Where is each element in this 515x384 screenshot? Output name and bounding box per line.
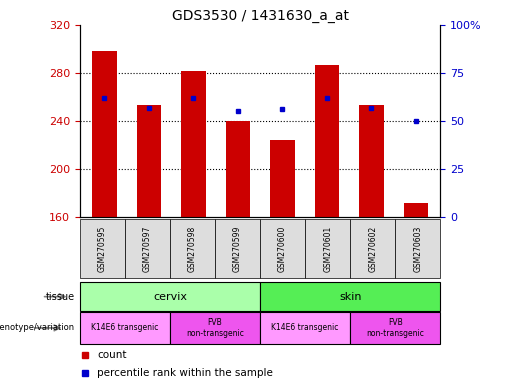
Bar	[226, 121, 250, 217]
Bar	[181, 71, 205, 217]
Bar	[80, 282, 260, 311]
Bar	[80, 219, 125, 278]
Text: GSM270599: GSM270599	[233, 225, 242, 272]
Bar	[92, 51, 116, 217]
Text: GSM270601: GSM270601	[323, 225, 332, 272]
Bar	[270, 140, 295, 217]
Text: K14E6 transgenic: K14E6 transgenic	[271, 323, 339, 333]
Text: FVB
non-transgenic: FVB non-transgenic	[366, 318, 424, 338]
Bar	[125, 219, 170, 278]
Text: FVB
non-transgenic: FVB non-transgenic	[186, 318, 244, 338]
Bar	[350, 219, 396, 278]
Title: GDS3530 / 1431630_a_at: GDS3530 / 1431630_a_at	[171, 8, 349, 23]
Text: genotype/variation: genotype/variation	[0, 323, 75, 333]
Text: GSM270598: GSM270598	[188, 225, 197, 272]
Bar	[315, 65, 339, 217]
Text: K14E6 transgenic: K14E6 transgenic	[91, 323, 159, 333]
Text: GSM270602: GSM270602	[368, 225, 377, 272]
Bar	[305, 219, 350, 278]
Bar	[260, 219, 305, 278]
Bar	[136, 105, 161, 217]
Bar	[170, 312, 260, 344]
Bar	[80, 312, 170, 344]
Bar	[404, 203, 428, 217]
Bar	[396, 219, 440, 278]
Text: skin: skin	[339, 291, 362, 302]
Text: cervix: cervix	[153, 291, 187, 302]
Bar	[260, 282, 440, 311]
Bar	[215, 219, 260, 278]
Text: percentile rank within the sample: percentile rank within the sample	[97, 367, 273, 377]
Text: GSM270597: GSM270597	[143, 225, 152, 272]
Text: count: count	[97, 350, 127, 360]
Bar	[260, 312, 350, 344]
Text: GSM270603: GSM270603	[414, 225, 422, 272]
Bar	[170, 219, 215, 278]
Bar	[350, 312, 440, 344]
Bar	[359, 105, 384, 217]
Text: GSM270595: GSM270595	[98, 225, 107, 272]
Text: tissue: tissue	[45, 291, 75, 302]
Text: GSM270600: GSM270600	[278, 225, 287, 272]
